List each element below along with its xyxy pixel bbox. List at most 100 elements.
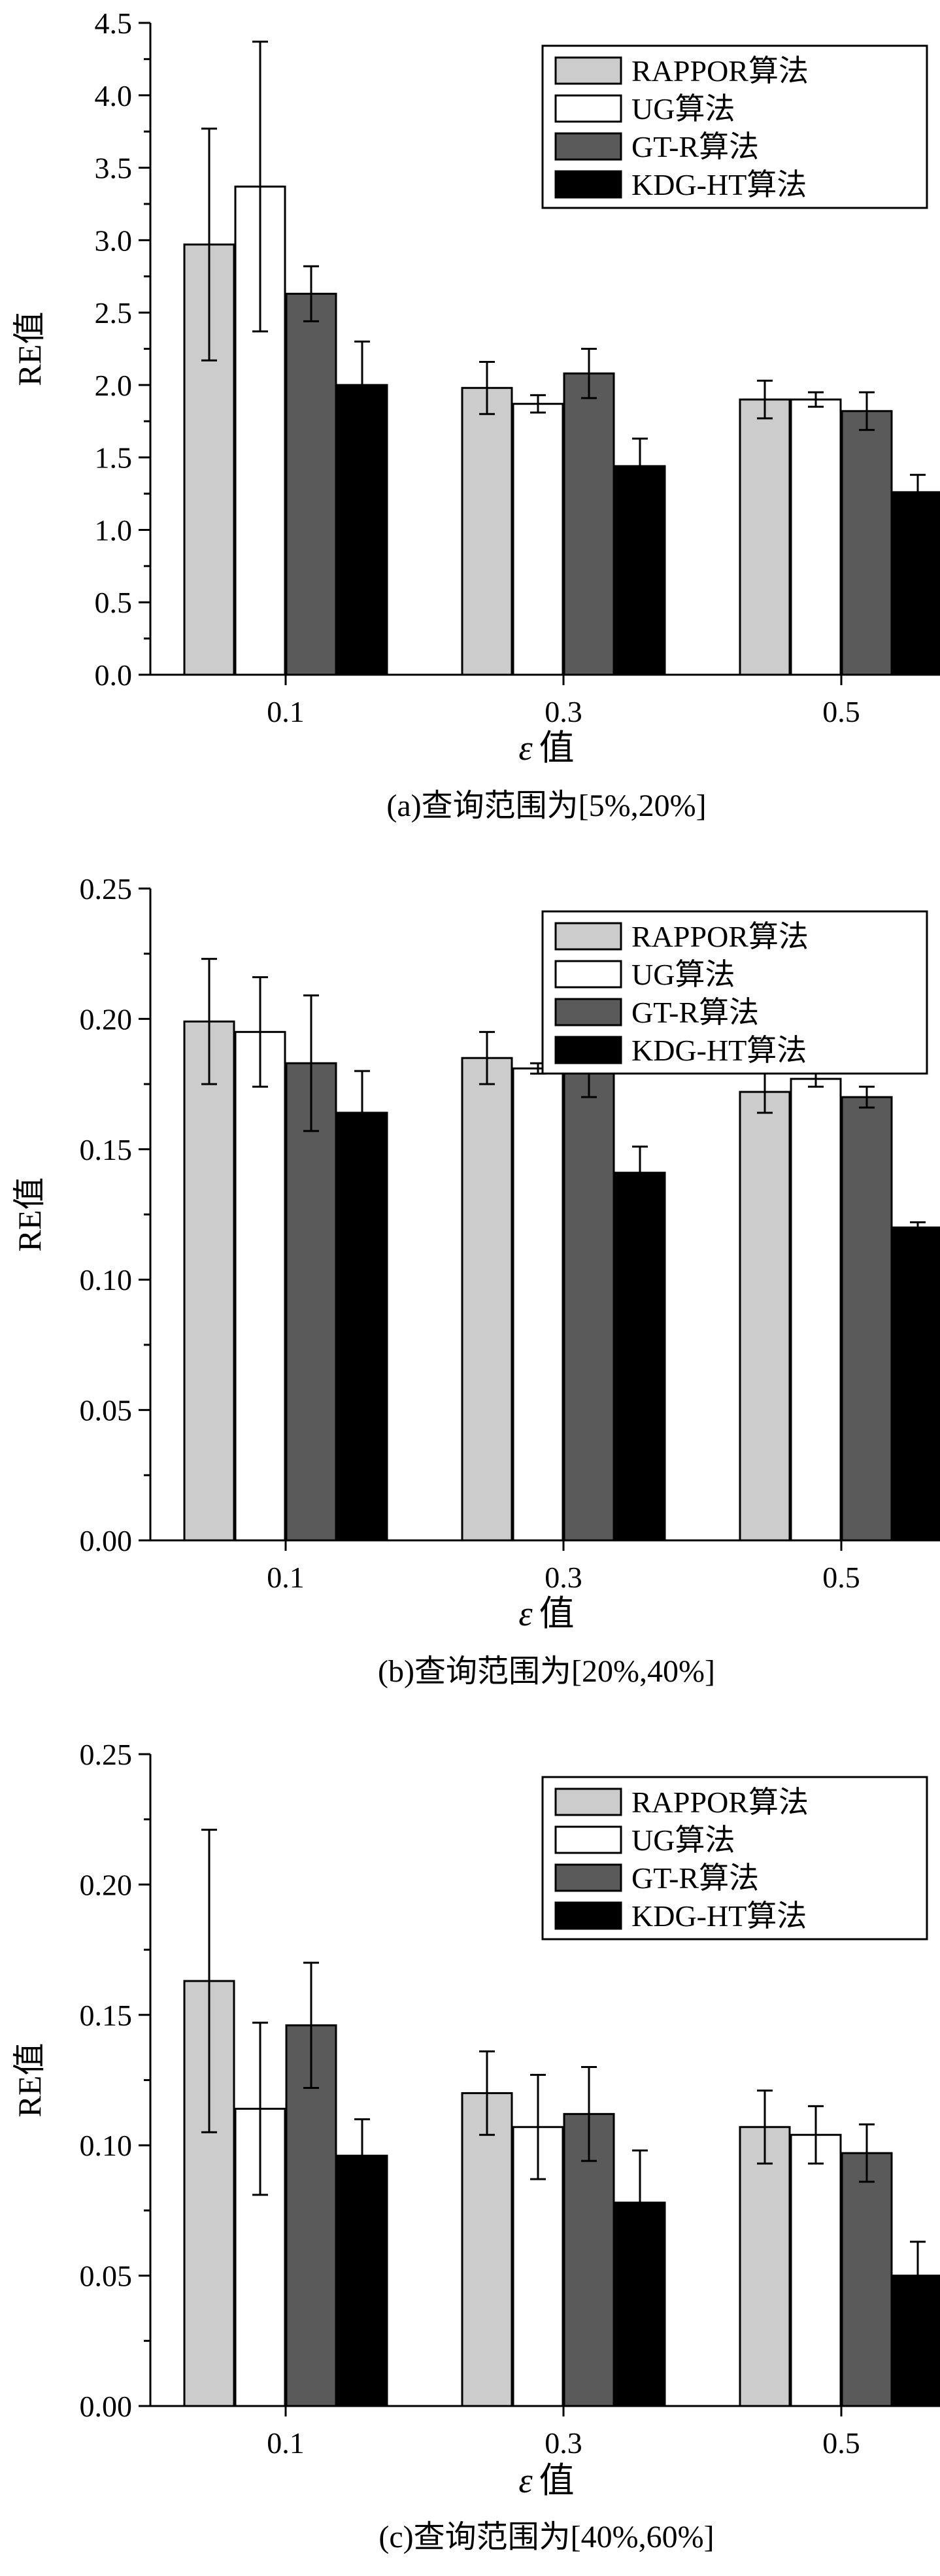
bar-1-1: [512, 1067, 564, 1542]
chart-panel-1: 0.00 0.05 0.10 0.15 0.20 0.25 RE值 0.1 0.3 0.5 ε 值 (b…: [11, 872, 940, 1689]
epsilon-symbol: ε: [518, 2461, 533, 2500]
y-tick-label: 4.5: [95, 7, 133, 40]
y-tick-label: 0.25: [80, 872, 133, 906]
bar-2-2: [841, 1096, 893, 1542]
bar-0-2: [285, 292, 337, 676]
x-axis-label-text: 值: [539, 1594, 575, 1633]
y-tick-label: 0.0: [95, 658, 133, 692]
bar-2-0: [739, 1091, 791, 1542]
chart-title: (a)查询范围为[5%,20%]: [386, 788, 706, 823]
y-tick-label: 4.0: [95, 79, 133, 112]
chart-title: (b)查询范围为[20%,40%]: [378, 1654, 715, 1689]
legend-entry-0: RAPPOR算法: [631, 54, 809, 88]
bar-2-1: [790, 2133, 842, 2407]
legend-entry-3: KDG-HT算法: [631, 1034, 807, 1067]
bar-2-1: [790, 398, 842, 676]
x-tick-label-0: 0.1: [267, 695, 305, 728]
chart-panel-0: 0.0 0.5 1.0 1.5 2.0 2.5 3.0 3.5 4.0 4.5 RE值 0.1 0.3 0…: [11, 7, 940, 823]
legend-entry-2: GT-R算法: [631, 1861, 759, 1895]
bar-0-3: [336, 1111, 388, 1542]
legend-swatch-3: [554, 1901, 622, 1930]
y-tick-label: 0.00: [80, 1524, 133, 1557]
chart-title: (c)查询范围为[40%,60%]: [378, 2520, 714, 2554]
x-tick-label-2: 0.5: [822, 695, 860, 728]
y-tick-label: 3.5: [95, 152, 133, 185]
y-tick-label: 0.15: [80, 1133, 133, 1166]
bar-0-2: [285, 1062, 337, 1542]
legend-swatch-0: [554, 56, 622, 85]
x-axis-label-text: 值: [539, 2461, 575, 2500]
legend: RAPPOR算法 UG算法 GT-R算法 KDG-HT算法: [541, 44, 928, 209]
y-tick-label: 1.5: [95, 441, 133, 475]
bar-1-2: [563, 372, 615, 676]
y-tick-label: 3.0: [95, 224, 133, 257]
epsilon-symbol: ε: [518, 728, 533, 768]
bar-2-3: [892, 2275, 940, 2407]
legend-entry-2: GT-R算法: [631, 130, 759, 163]
legend-entry-1: UG算法: [631, 958, 735, 991]
bar-1-0: [461, 2092, 513, 2407]
y-tick-label: 0.05: [80, 2260, 133, 2293]
bar-1-2: [563, 1067, 615, 1542]
legend-swatch-1: [554, 1825, 622, 1854]
legend-swatch-0: [554, 1788, 622, 1816]
x-tick-label-0: 0.1: [267, 1561, 305, 1594]
bar-2-3: [892, 1226, 940, 1542]
bar-1-3: [614, 1172, 666, 1542]
legend-entry-1: UG算法: [631, 1823, 735, 1857]
legend-swatch-1: [554, 94, 622, 123]
y-tick-label: 0.20: [80, 1868, 133, 1901]
legend-entry-1: UG算法: [631, 92, 735, 126]
legend-swatch-1: [554, 960, 622, 989]
x-tick-label-0: 0.1: [267, 2426, 305, 2460]
bar-0-3: [336, 2154, 388, 2407]
y-tick-label: 2.5: [95, 296, 133, 330]
bar-2-2: [841, 410, 893, 676]
legend-swatch-2: [554, 1863, 622, 1892]
bar-1-2: [563, 2112, 615, 2407]
bar-1-3: [614, 465, 666, 676]
y-axis-label: RE值: [11, 2043, 48, 2118]
legend-entry-3: KDG-HT算法: [631, 1899, 807, 1933]
legend-entry-2: GT-R算法: [631, 996, 759, 1029]
y-tick-label: 0.20: [80, 1002, 133, 1036]
x-tick-label-2: 0.5: [822, 2426, 860, 2460]
x-tick-label-1: 0.3: [545, 1561, 582, 1594]
bar-1-1: [512, 403, 564, 676]
legend: RAPPOR算法 UG算法 GT-R算法 KDG-HT算法: [541, 1776, 928, 1940]
y-axis-label: RE值: [11, 1178, 48, 1252]
bar-2-2: [841, 2152, 893, 2407]
y-tick-label: 0.5: [95, 586, 133, 619]
x-tick-label-2: 0.5: [822, 1561, 860, 1594]
epsilon-symbol: ε: [518, 1594, 533, 1633]
x-axis-label-text: 值: [539, 728, 575, 768]
y-tick-label: 0.25: [80, 1738, 133, 1771]
x-tick-label-1: 0.3: [545, 695, 582, 728]
bar-2-0: [739, 398, 791, 676]
y-tick-label: 0.10: [80, 2129, 133, 2162]
y-axis-label: RE值: [11, 312, 48, 386]
legend-entry-0: RAPPOR算法: [631, 1786, 809, 1819]
bar-0-1: [234, 1030, 286, 1542]
bar-1-0: [461, 386, 513, 676]
y-tick-label: 0.15: [80, 1999, 133, 2032]
y-tick-label: 2.0: [95, 369, 133, 402]
y-tick-label: 0.10: [80, 1263, 133, 1296]
y-tick-label: 1.0: [95, 513, 133, 547]
chart-panel-2: 0.00 0.05 0.10 0.15 0.20 0.25 RE值 0.1 0.3 0.5 ε 值 (c…: [11, 1738, 940, 2554]
legend-swatch-2: [554, 132, 622, 161]
x-tick-label-1: 0.3: [545, 2426, 582, 2460]
bar-2-3: [892, 491, 940, 676]
bar-1-0: [461, 1057, 513, 1542]
legend-swatch-3: [554, 1036, 622, 1064]
legend: RAPPOR算法 UG算法 GT-R算法 KDG-HT算法: [541, 910, 928, 1075]
bar-0-3: [336, 384, 388, 676]
bar-2-0: [739, 2126, 791, 2407]
bar-2-1: [790, 1077, 842, 1542]
bar-0-0: [183, 1020, 235, 1542]
legend-swatch-0: [554, 922, 622, 951]
